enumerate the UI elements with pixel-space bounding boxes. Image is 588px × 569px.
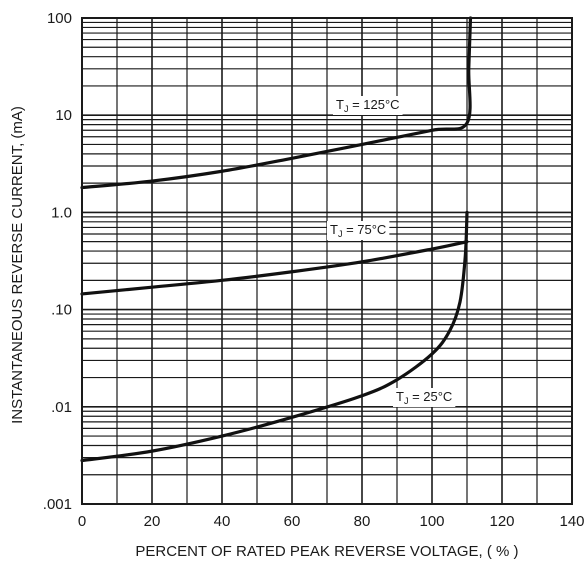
curves bbox=[80, 16, 473, 463]
y-tick-label: .01 bbox=[51, 399, 72, 416]
curve-label-bg bbox=[393, 388, 456, 407]
curve-label-bg bbox=[327, 221, 390, 240]
y-axis-title: INSTANTANEOUS REVERSE CURRENT, (mA) bbox=[9, 106, 26, 424]
plot-frame bbox=[81, 17, 573, 505]
x-tick-label: 80 bbox=[354, 513, 371, 530]
curve-label: TJ = 125°C bbox=[336, 97, 400, 114]
curve-labels: TJ = 125°C TJ = 75°C TJ = 25°C bbox=[327, 96, 456, 407]
y-tick-label: 100 bbox=[47, 10, 72, 27]
x-tick-label: 120 bbox=[489, 513, 514, 530]
grid bbox=[81, 18, 573, 505]
curve-label: TJ = 25°C bbox=[396, 389, 452, 406]
y-tick-label: 1.0 bbox=[51, 204, 72, 221]
x-tick-label: 20 bbox=[144, 513, 161, 530]
x-axis-title: PERCENT OF RATED PEAK REVERSE VOLTAGE, (… bbox=[135, 543, 518, 560]
x-tick-label: 0 bbox=[78, 513, 86, 530]
series-line-1 bbox=[80, 240, 469, 296]
x-tick-label: 60 bbox=[284, 513, 301, 530]
x-tick-label: 100 bbox=[419, 513, 444, 530]
series-line-0 bbox=[80, 16, 473, 190]
curve-label: TJ = 75°C bbox=[330, 222, 386, 239]
y-tick-label: .10 bbox=[51, 302, 72, 319]
series-line-2 bbox=[80, 210, 469, 463]
x-tick-label: 140 bbox=[559, 513, 584, 530]
y-tick-label: .001 bbox=[43, 496, 72, 513]
y-tick-label: 10 bbox=[55, 107, 72, 124]
y-tick-labels: .001 .01 .10 1.0 10 100 bbox=[43, 10, 72, 513]
x-tick-label: 40 bbox=[214, 513, 231, 530]
curve-label-bg bbox=[333, 96, 403, 115]
x-tick-labels: 0 20 40 60 80 100 120 140 bbox=[78, 513, 585, 530]
